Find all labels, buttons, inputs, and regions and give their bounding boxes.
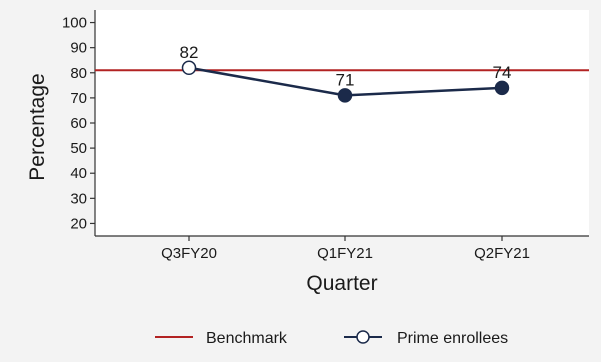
data-point-marker bbox=[181, 60, 197, 76]
data-label: 71 bbox=[336, 70, 355, 89]
x-tick-label: Q1FY21 bbox=[317, 245, 373, 262]
series-line-segment bbox=[188, 66, 346, 97]
y-tick-label: 60 bbox=[70, 115, 87, 132]
x-tick-label: Q2FY21 bbox=[474, 245, 530, 262]
y-ticks: 20 30 40 50 60 70 80 90 100 bbox=[62, 15, 95, 232]
y-axis-title: Percentage bbox=[26, 73, 49, 180]
y-tick-label: 90 bbox=[70, 40, 87, 57]
legend: Benchmark Prime enrollees bbox=[155, 330, 508, 347]
y-tick-label: 70 bbox=[70, 90, 87, 107]
data-point-marker bbox=[494, 80, 510, 96]
data-label: 74 bbox=[493, 63, 512, 82]
series-line-segment bbox=[344, 86, 503, 97]
x-tick-label: Q3FY20 bbox=[161, 245, 217, 262]
series-layer: 82 71 74 bbox=[180, 43, 512, 103]
x-axis-title: Quarter bbox=[306, 272, 377, 295]
plot-area bbox=[95, 10, 589, 236]
x-ticks: Q3FY20 Q1FY21 Q2FY21 bbox=[161, 236, 530, 262]
y-tick-label: 40 bbox=[70, 165, 87, 182]
legend-series-label: Prime enrollees bbox=[397, 330, 508, 347]
y-tick-label: 100 bbox=[62, 15, 87, 32]
y-tick-label: 20 bbox=[70, 215, 87, 232]
y-tick-label: 80 bbox=[70, 65, 87, 82]
y-tick-label: 30 bbox=[70, 190, 87, 207]
legend-benchmark-label: Benchmark bbox=[206, 330, 288, 347]
data-label: 82 bbox=[180, 43, 199, 62]
data-point-marker bbox=[337, 88, 353, 103]
legend-series-marker bbox=[356, 330, 370, 344]
y-tick-label: 50 bbox=[70, 140, 87, 157]
